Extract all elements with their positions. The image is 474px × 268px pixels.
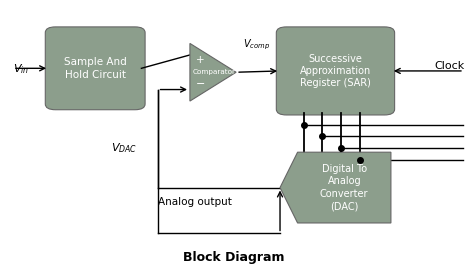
Text: $V_{DAC}$: $V_{DAC}$: [111, 141, 137, 155]
Text: Digital To
Analog
Converter
(DAC): Digital To Analog Converter (DAC): [320, 164, 368, 211]
Text: Comparator: Comparator: [192, 69, 236, 75]
Text: −: −: [196, 79, 205, 89]
FancyBboxPatch shape: [46, 27, 145, 110]
Text: Successive
Approximation
Register (SAR): Successive Approximation Register (SAR): [300, 54, 371, 88]
Text: Clock: Clock: [435, 61, 465, 71]
Text: +: +: [196, 55, 205, 65]
Polygon shape: [190, 43, 236, 101]
Text: $V_{in}$: $V_{in}$: [13, 62, 29, 76]
Text: $V_{comp}$: $V_{comp}$: [243, 38, 270, 52]
Text: Analog output: Analog output: [157, 197, 231, 207]
Polygon shape: [280, 152, 391, 223]
FancyBboxPatch shape: [276, 27, 395, 115]
Text: Block Diagram: Block Diagram: [183, 251, 284, 263]
Text: Sample And
Hold Circuit: Sample And Hold Circuit: [64, 57, 127, 80]
